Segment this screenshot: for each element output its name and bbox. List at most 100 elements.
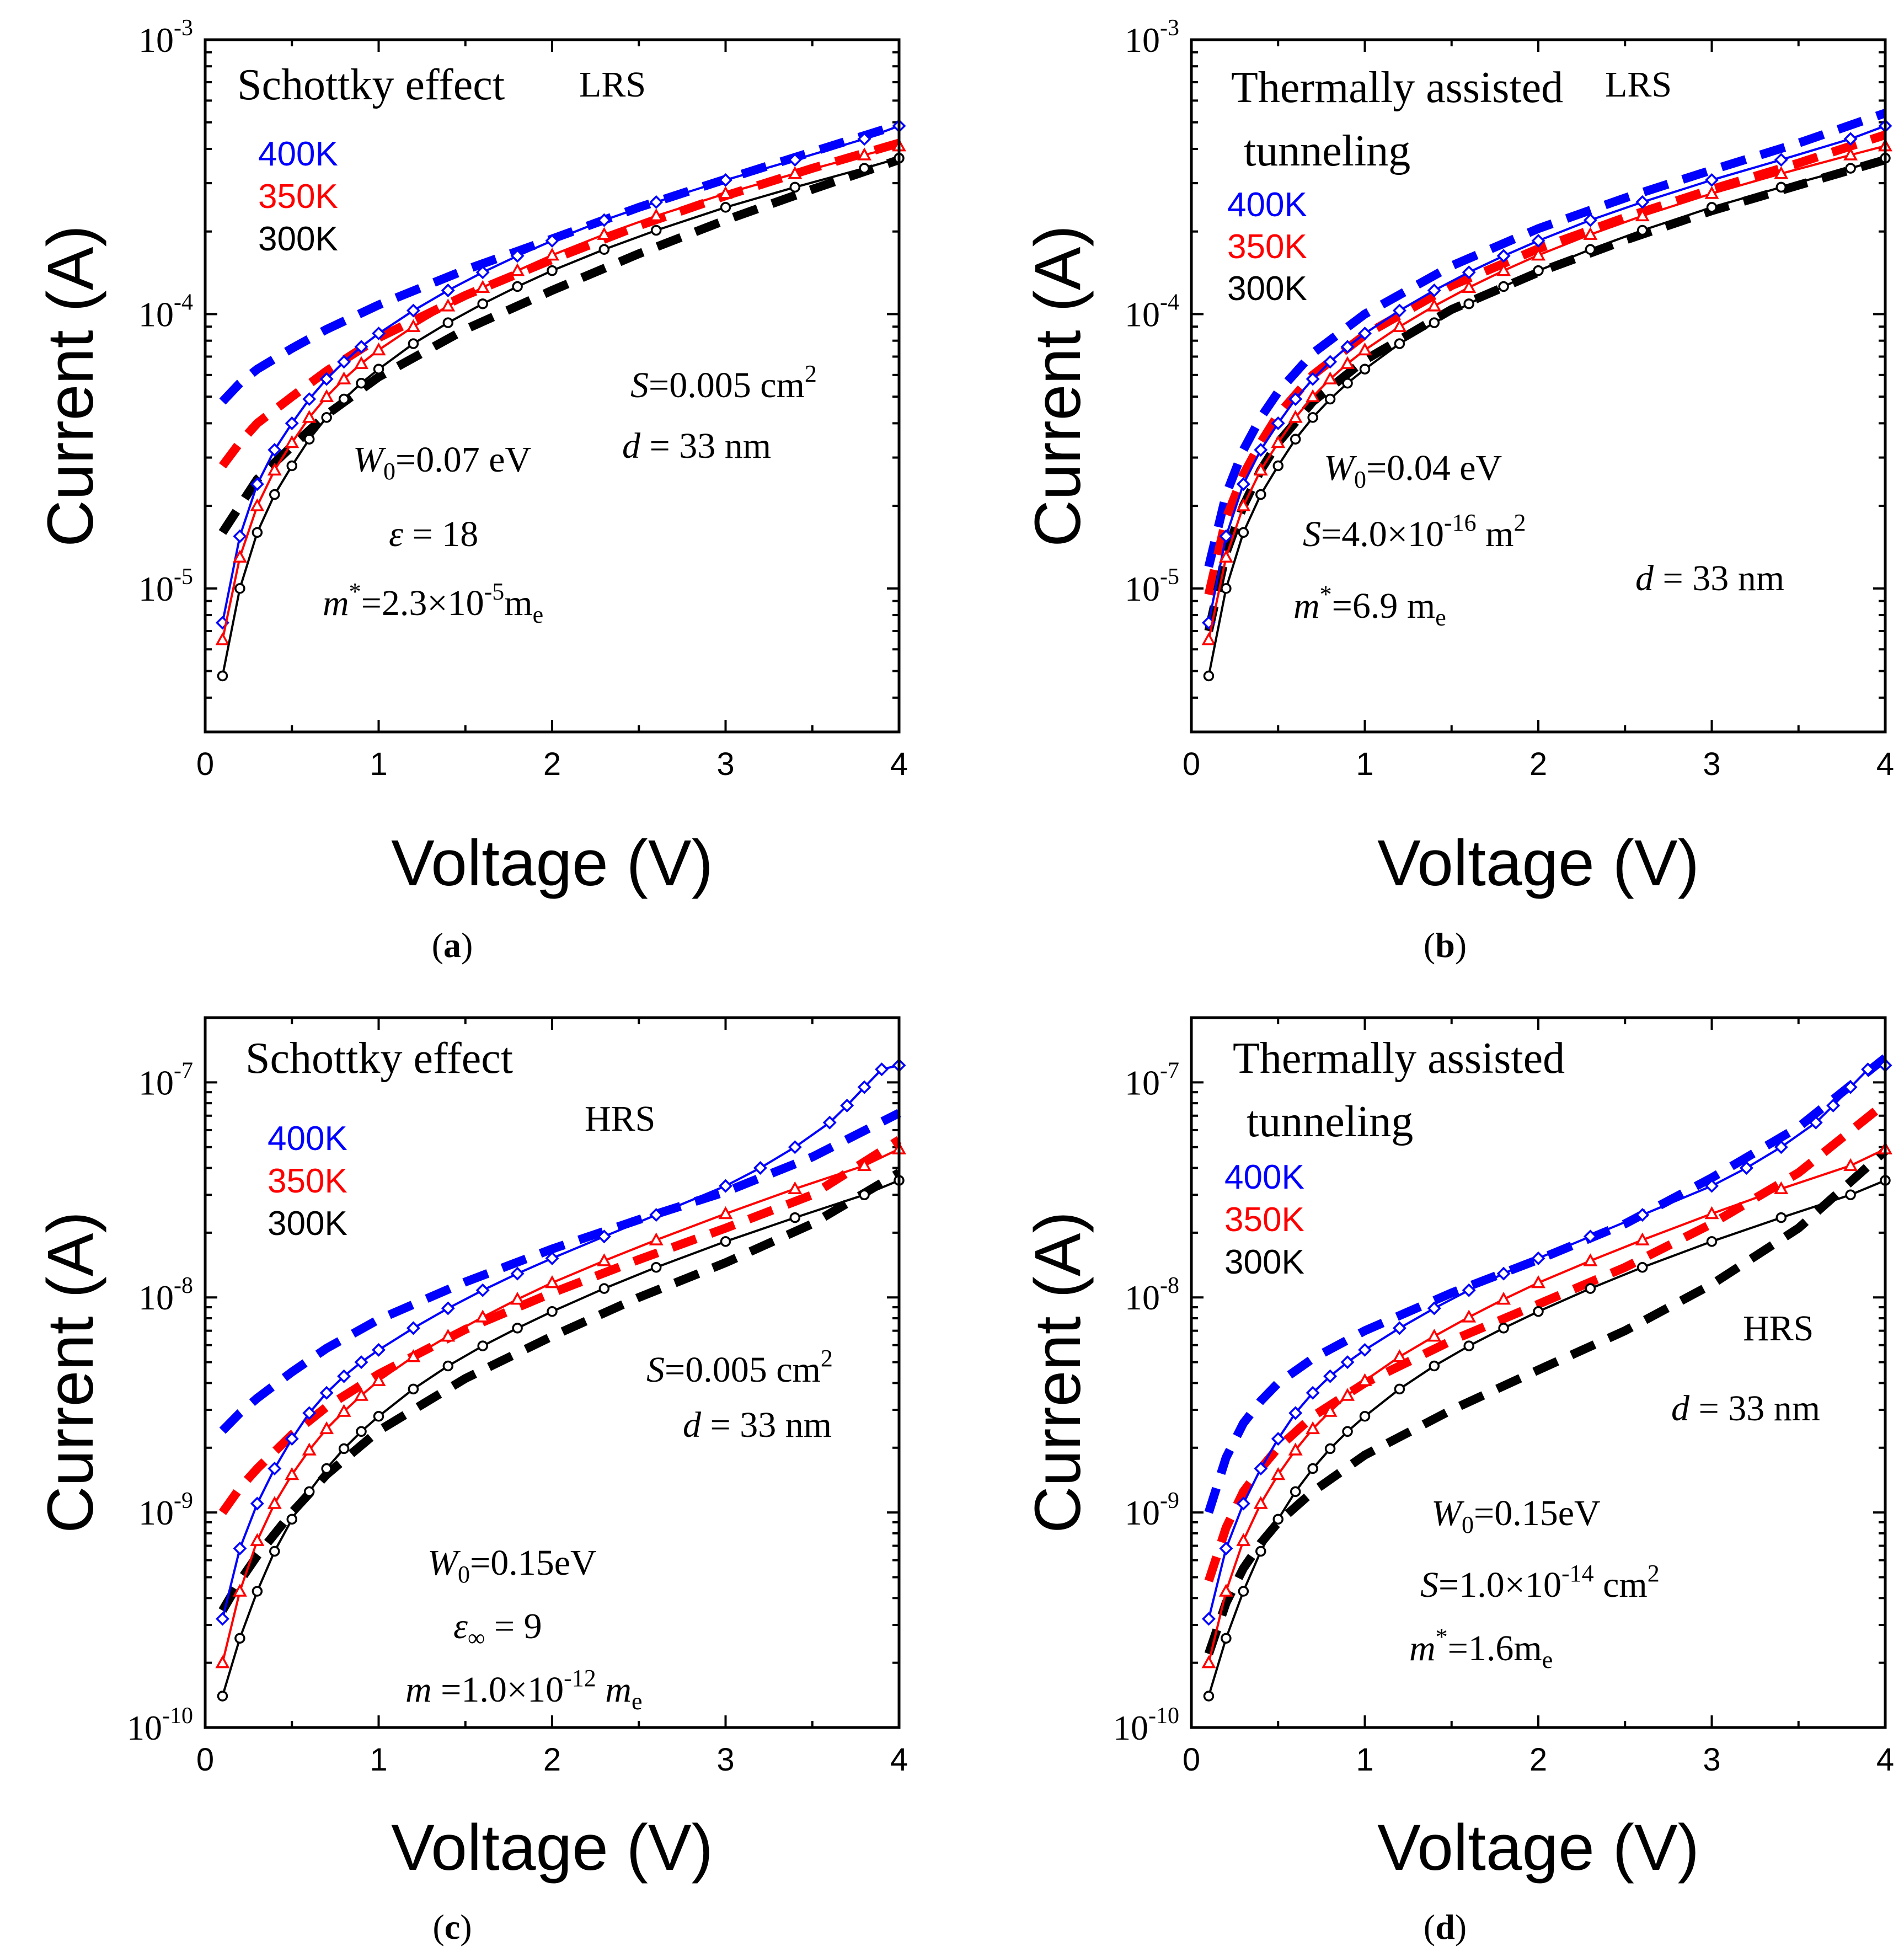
y-tick-label: 10-8 [138,1273,193,1317]
marker-diamond [822,1115,837,1130]
marker-diamond [1705,173,1719,187]
marker-triangle [1218,1584,1233,1597]
y-tick-base: 10 [138,295,174,334]
y-axis-title-c: Current (A) [34,1211,107,1533]
marker-diamond [1809,1115,1823,1130]
legend-400k-c: 400K [268,1120,347,1158]
x-axis-title-a: Voltage (V) [391,827,713,900]
marker-diamond [1271,416,1285,430]
marker-diamond [1306,1386,1320,1400]
marker-diamond [545,1251,559,1265]
marker-diamond [302,1406,317,1420]
param-val: =0.005 cm [649,365,805,405]
marker-circle [512,1323,523,1334]
x-tick-label: 0 [1183,1742,1200,1778]
marker-triangle [649,1232,664,1245]
marker-triangle [788,166,803,179]
marker-triangle [510,1292,525,1305]
y-axis-title-b: Current (A) [1021,225,1094,547]
marker-diamond [1201,1612,1216,1626]
param-barrier-d: W0=0.15eV [1431,1493,1601,1538]
y-tick-label: 10-3 [138,15,193,60]
marker-circle [1272,1514,1283,1525]
x-tick-label: 4 [890,1742,908,1778]
y-tick-label: 10-9 [1125,1488,1179,1532]
param-sub: e [1435,604,1446,631]
x-tick-label: 3 [716,746,734,782]
marker-triangle [1635,208,1650,222]
x-tick-label: 2 [543,746,561,782]
y-tick-exponent: -9 [1160,1488,1179,1514]
marker-circle [650,224,662,236]
marker-circle [789,181,801,193]
marker-diamond [319,1386,334,1400]
marker-triangle [1236,1533,1251,1546]
panel-letter: a [443,926,461,965]
marker-circle [1845,163,1856,174]
marker-circle [859,163,870,174]
marker-triangle [475,1309,490,1323]
x-tick-label: 3 [1703,1742,1720,1778]
marker-diamond [354,340,368,354]
y-tick-label: 10-3 [1125,15,1179,60]
marker-triangle [232,1584,247,1597]
param-area-c: S=0.005 cm2 [646,1345,833,1390]
marker-diamond [875,1062,889,1077]
y-tick-base: 10 [1125,1278,1160,1317]
marker-triangle [250,1533,265,1546]
marker-diamond [840,1098,854,1113]
marker-triangle [1462,1309,1477,1323]
param-val: =0.07 eV [395,440,531,480]
fit-line-350k [219,138,901,469]
param-val: = 33 nm [640,426,771,466]
marker-diamond [354,1355,368,1370]
marker-circle [1636,1261,1648,1273]
marker-triangle [1357,342,1372,356]
param-sub: 0 [1462,1511,1474,1538]
param-sym: d [1635,558,1654,598]
marker-diamond [285,1432,299,1446]
y-tick-base: 10 [1125,295,1160,334]
marker-diamond [233,1541,247,1555]
y-tick-base: 10 [1125,1493,1160,1532]
marker-diamond [1826,1098,1841,1113]
y-tick-exponent: -7 [174,1058,193,1083]
marker-triangle [267,462,282,476]
marker-diamond [1583,1229,1597,1244]
param-star: * [1320,581,1332,608]
param-thickness-d: d = 33 nm [1671,1388,1820,1429]
marker-triangle [441,1328,456,1342]
marker-triangle [441,298,456,312]
marker-triangle [1496,263,1511,276]
marker-triangle [1774,1181,1789,1195]
y-tick-label: 10-4 [138,290,193,334]
marker-diamond [1271,1432,1285,1446]
marker-triangle [1531,1275,1545,1288]
x-tick-label: 3 [716,1742,734,1778]
marker-circle [512,281,523,292]
marker-triangle [718,1206,733,1220]
fit-line-400k [1204,1054,1888,1514]
marker-triangle [371,1373,386,1386]
marker-diamond [1496,1266,1511,1281]
y-tick-label: 10-7 [1125,1058,1179,1102]
legend-350k-c: 350K [268,1162,347,1200]
param-val: =0.005 cm [665,1350,821,1390]
marker-diamond [268,1462,282,1476]
y-tick-label: 10-9 [138,1488,193,1532]
axis-frame-a [204,38,901,734]
param-sym: S [1303,514,1321,554]
fit-line-300k [218,156,901,535]
marker-circle [477,1340,488,1351]
marker-diamond [406,1321,420,1335]
param-exp: -16 [1444,509,1477,536]
param-unit-sub: e [632,1688,643,1715]
marker-diamond [1774,1140,1788,1154]
y-tick-exponent: -4 [174,290,193,315]
y-tick-exponent: -10 [1148,1703,1179,1729]
param-mass-d: m*=1.6me [1409,1623,1553,1673]
marker-triangle [788,1181,803,1195]
param-sym: W [1324,448,1357,488]
marker-circle [1203,670,1215,682]
